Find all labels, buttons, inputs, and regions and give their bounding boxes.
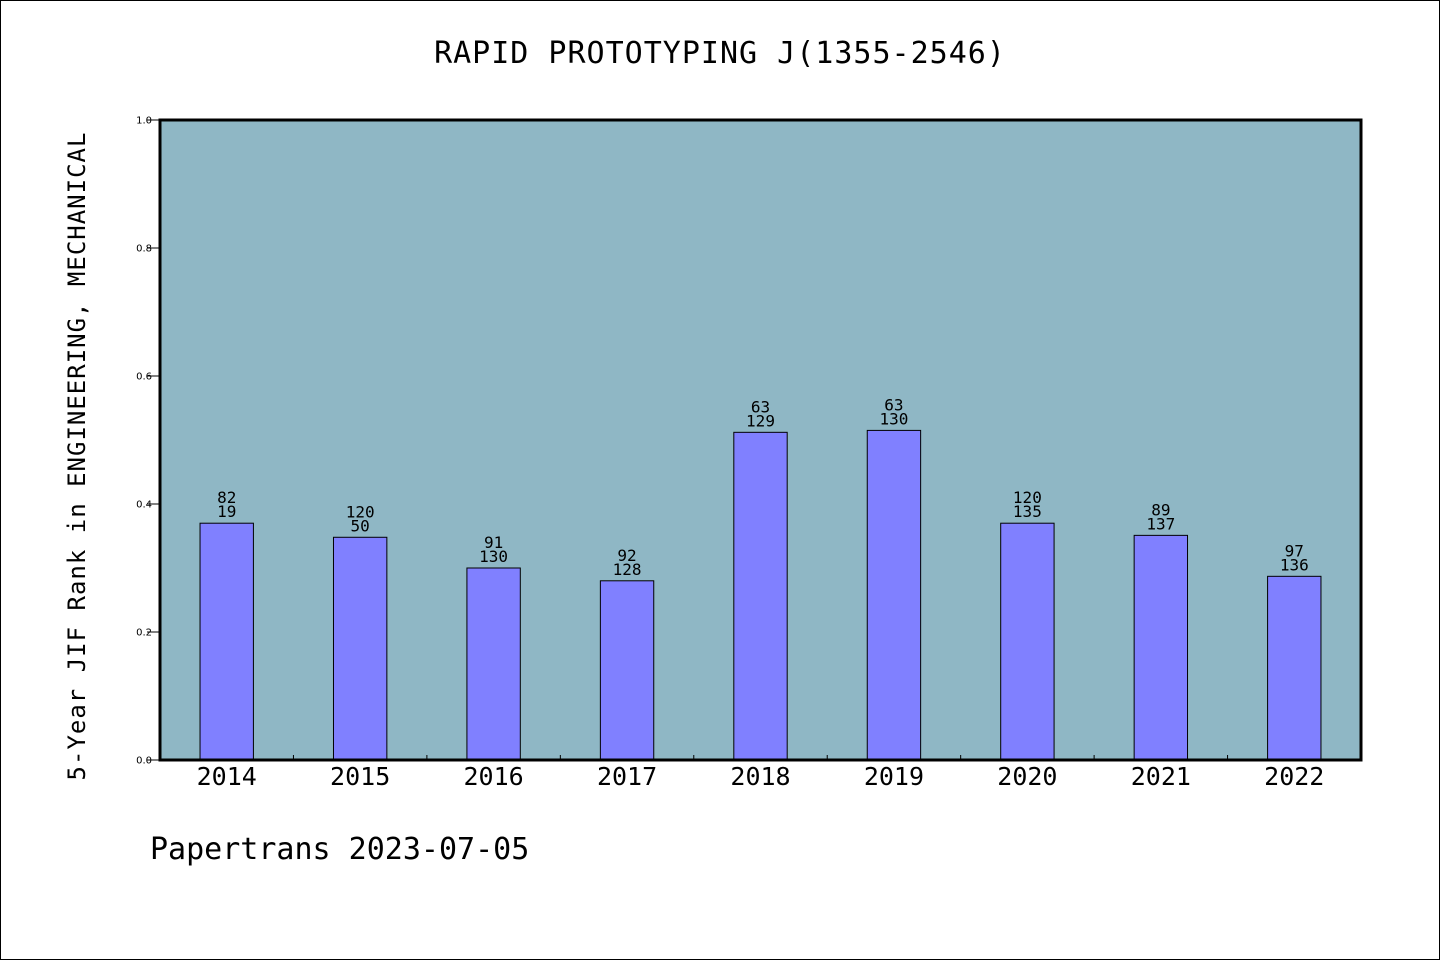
x-tick-label: 2015 [330, 762, 390, 791]
x-tick-label: 2016 [464, 762, 524, 791]
data-label-bottom: 19 [217, 502, 236, 521]
x-tick-label: 2018 [730, 762, 790, 791]
bar-2018 [733, 431, 788, 761]
y-tick-label: 1.0 [136, 116, 152, 127]
y-tick-label: 0.4 [136, 500, 152, 511]
data-label-top: 91 [484, 533, 503, 552]
x-tick-label: 2019 [864, 762, 924, 791]
x-tick-label: 2020 [997, 762, 1057, 791]
x-tick-label: 2021 [1131, 762, 1191, 791]
bar-2022 [1267, 575, 1322, 761]
data-label-top: 120 [346, 502, 375, 521]
y-tick-label: 0.0 [136, 756, 152, 767]
data-label-bottom: 129 [746, 411, 775, 430]
data-label-top: 97 [1285, 541, 1304, 560]
data-label-bottom: 136 [1280, 555, 1309, 574]
data-label-bottom: 50 [351, 516, 370, 535]
x-tick-label: 2017 [597, 762, 657, 791]
data-label-top: 63 [884, 395, 903, 414]
data-label-bottom: 137 [1146, 514, 1175, 533]
bar-2016 [466, 567, 521, 761]
bar-2015 [332, 536, 388, 761]
data-label-top: 82 [217, 488, 236, 507]
data-label-top: 92 [617, 546, 636, 565]
footer-label: Papertrans 2023-07-05 [150, 832, 530, 867]
chart-title: RAPID PROTOTYPING J(1355-2546) [434, 36, 1006, 71]
x-tick-label: 2014 [197, 762, 257, 791]
data-label-bottom: 130 [479, 547, 508, 566]
data-label-bottom: 130 [879, 409, 908, 428]
data-label-bottom: 135 [1013, 502, 1042, 521]
x-tick-label: 2022 [1264, 762, 1324, 791]
data-label-top: 63 [751, 397, 770, 416]
y-tick-label: 0.8 [136, 244, 152, 255]
y-tick-label: 0.6 [136, 372, 152, 383]
data-label-top: 89 [1151, 500, 1170, 519]
data-label-top: 120 [1013, 488, 1042, 507]
bar-2020 [1000, 522, 1055, 761]
bar-2019 [866, 429, 922, 761]
y-tick-label: 0.2 [136, 628, 152, 639]
plot-border [158, 118, 1363, 762]
bar-2021 [1133, 534, 1189, 761]
bar-2017 [599, 580, 655, 761]
bar-2014 [199, 522, 254, 761]
data-label-bottom: 128 [613, 560, 642, 579]
